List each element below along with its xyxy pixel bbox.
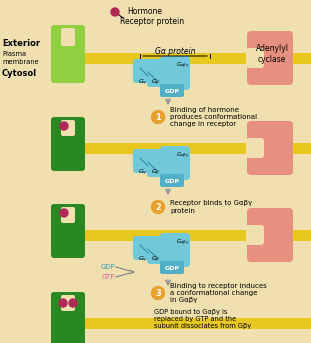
- FancyBboxPatch shape: [133, 59, 155, 83]
- FancyBboxPatch shape: [51, 204, 85, 258]
- FancyBboxPatch shape: [160, 84, 184, 97]
- FancyBboxPatch shape: [246, 138, 264, 158]
- Circle shape: [69, 299, 77, 307]
- Text: Adenylyl
cyclase: Adenylyl cyclase: [256, 44, 289, 64]
- FancyBboxPatch shape: [160, 174, 184, 187]
- Text: GDP: GDP: [165, 89, 179, 94]
- FancyBboxPatch shape: [247, 208, 293, 262]
- Circle shape: [59, 299, 67, 307]
- Text: Plasma
membrane: Plasma membrane: [2, 51, 39, 64]
- FancyBboxPatch shape: [160, 56, 190, 90]
- FancyBboxPatch shape: [160, 233, 190, 267]
- Text: GDP: GDP: [165, 266, 179, 271]
- Circle shape: [60, 122, 68, 130]
- Circle shape: [151, 110, 165, 123]
- FancyBboxPatch shape: [133, 149, 155, 173]
- Circle shape: [111, 8, 119, 16]
- Text: GDP: GDP: [100, 264, 115, 270]
- Text: Receptor protein: Receptor protein: [120, 16, 184, 25]
- FancyBboxPatch shape: [247, 31, 293, 85]
- FancyBboxPatch shape: [51, 25, 85, 83]
- Text: $G_\gamma$: $G_\gamma$: [138, 255, 148, 265]
- Text: Binding of hormone
produces conformational
change in receptor: Binding of hormone produces conformation…: [170, 107, 257, 127]
- Text: GDP bound to Gαβγ is
replaced by GTP and the
subunit dissociates from Gβγ: GDP bound to Gαβγ is replaced by GTP and…: [154, 309, 251, 329]
- Bar: [52, 142, 311, 154]
- FancyBboxPatch shape: [147, 59, 169, 87]
- FancyBboxPatch shape: [246, 225, 264, 245]
- Text: Binding to receptor induces
a conformational change
in Gαβγ: Binding to receptor induces a conformati…: [170, 283, 267, 303]
- FancyBboxPatch shape: [147, 149, 169, 177]
- FancyBboxPatch shape: [51, 292, 85, 343]
- Bar: [52, 229, 311, 240]
- FancyBboxPatch shape: [133, 236, 155, 260]
- Text: $G_\gamma$: $G_\gamma$: [138, 78, 148, 88]
- FancyBboxPatch shape: [160, 146, 190, 180]
- FancyBboxPatch shape: [147, 236, 169, 264]
- Text: $G_\gamma$: $G_\gamma$: [138, 168, 148, 178]
- Text: $G_{\alpha\beta\gamma}$: $G_{\alpha\beta\gamma}$: [176, 61, 190, 71]
- FancyBboxPatch shape: [61, 28, 75, 46]
- FancyBboxPatch shape: [61, 295, 75, 311]
- Text: GDP: GDP: [165, 179, 179, 184]
- Text: $G_{\alpha\beta\gamma}$: $G_{\alpha\beta\gamma}$: [176, 151, 190, 161]
- Text: GTP: GTP: [101, 274, 115, 280]
- Circle shape: [151, 286, 165, 299]
- Text: Exterior: Exterior: [2, 38, 40, 47]
- Text: Receptor binds to Gαβγ
protein: Receptor binds to Gαβγ protein: [170, 201, 252, 213]
- FancyBboxPatch shape: [246, 48, 264, 68]
- Text: $G_{\alpha\beta\gamma}$: $G_{\alpha\beta\gamma}$: [176, 238, 190, 248]
- Text: $G_\beta$: $G_\beta$: [151, 255, 160, 265]
- FancyBboxPatch shape: [247, 121, 293, 175]
- Text: 3: 3: [155, 289, 161, 298]
- Bar: [52, 52, 311, 63]
- Text: Cytosol: Cytosol: [2, 70, 37, 79]
- FancyBboxPatch shape: [61, 120, 75, 136]
- Text: 1: 1: [155, 113, 161, 122]
- Circle shape: [60, 209, 68, 217]
- FancyBboxPatch shape: [51, 117, 85, 171]
- Bar: [52, 318, 311, 329]
- Text: 2: 2: [155, 203, 161, 212]
- FancyBboxPatch shape: [61, 207, 75, 223]
- FancyBboxPatch shape: [160, 261, 184, 274]
- Text: $G_\beta$: $G_\beta$: [151, 168, 160, 178]
- Text: Gα protein: Gα protein: [155, 47, 195, 56]
- Text: $G_\beta$: $G_\beta$: [151, 78, 160, 88]
- Circle shape: [151, 201, 165, 213]
- Text: Hormone: Hormone: [127, 7, 162, 15]
